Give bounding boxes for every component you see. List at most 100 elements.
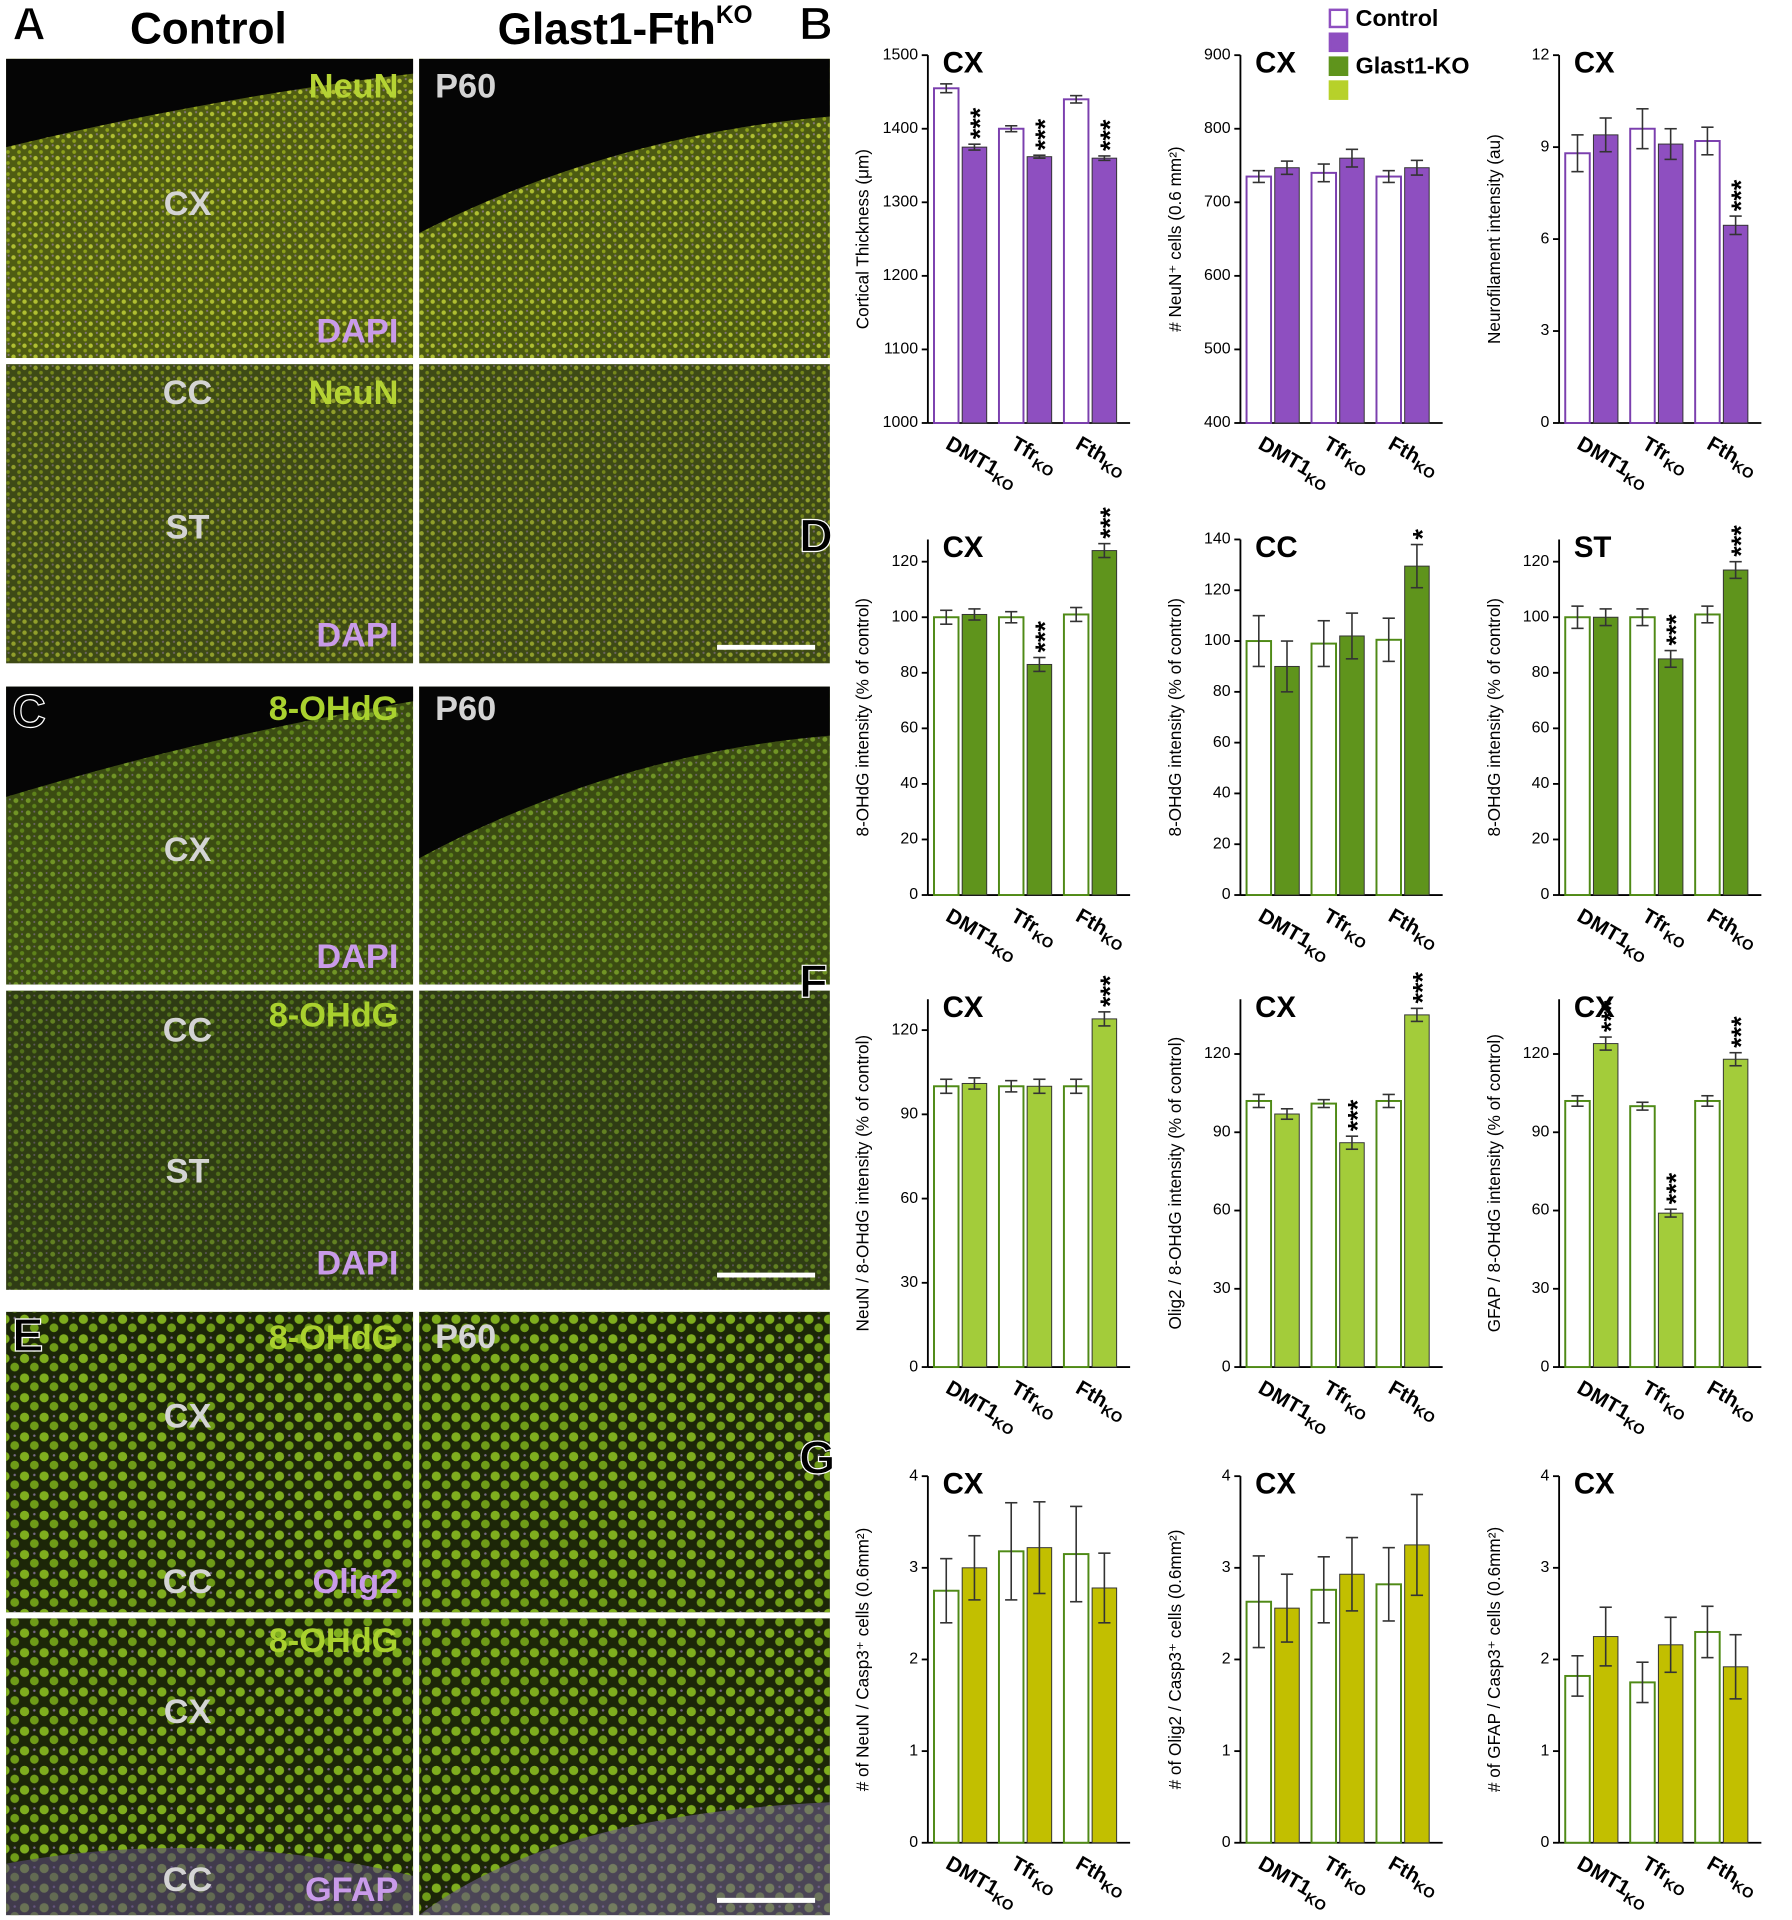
- y-tick-label: 0: [1540, 886, 1549, 903]
- legend-swatch: [1328, 80, 1349, 100]
- bar: [1026, 156, 1053, 424]
- chart-title: CX: [1255, 1468, 1296, 1501]
- image-label: Olig2: [313, 1563, 399, 1601]
- error-bar: [1636, 1101, 1649, 1111]
- image-texture: [6, 990, 414, 1290]
- x-tick-label: DMT1KO: [1252, 432, 1334, 495]
- bar: [1694, 1630, 1721, 1844]
- error-bar: [1280, 160, 1294, 176]
- image-label: 8-OHdG: [269, 997, 399, 1035]
- legend-swatch: [1328, 56, 1349, 77]
- bar: [1564, 1099, 1591, 1369]
- category-name: DMT1: [942, 432, 1003, 480]
- y-tick-label: 30: [900, 1274, 918, 1291]
- image-label: CC: [163, 1861, 213, 1899]
- image-label: CC: [163, 374, 213, 412]
- bar: [1310, 642, 1338, 897]
- error-bar: [1599, 1606, 1612, 1667]
- error-bar: [1701, 1094, 1714, 1107]
- image-texture: [419, 990, 830, 1290]
- error-bar: [1345, 148, 1359, 168]
- bar: [997, 1085, 1025, 1369]
- image-label: CX: [164, 831, 212, 869]
- y-tick-label: 4: [909, 1467, 918, 1484]
- y-tick-label: 0: [1222, 1358, 1231, 1375]
- image-label: DAPI: [316, 1244, 398, 1282]
- error-bar: [1382, 617, 1395, 663]
- x-tick-label: TfrKO: [1636, 1852, 1693, 1901]
- error-bar: [1005, 610, 1018, 624]
- bar: [1062, 1085, 1090, 1369]
- chart: 0 30 60 90 120 CX NeuN / 8-OHdG intensity (% o…: [853, 975, 1131, 1439]
- error-bar: [940, 1557, 953, 1624]
- x-tick-label: FthKO: [1701, 1852, 1762, 1903]
- x-tick-label: TfrKO: [1005, 904, 1062, 953]
- image-label: P60: [435, 1318, 496, 1356]
- bar: [1274, 1113, 1300, 1368]
- bar: [1629, 616, 1656, 896]
- category-name: DMT1: [1255, 1376, 1316, 1424]
- bar: [1339, 157, 1365, 424]
- bar: [933, 1589, 960, 1844]
- x-tick-label: TfrKO: [1317, 904, 1374, 953]
- error-bar: [1729, 1633, 1742, 1700]
- y-tick-label: 4: [1540, 1467, 1549, 1484]
- bar: [1091, 1018, 1118, 1368]
- y-tick-label: 1: [1540, 1742, 1549, 1759]
- image-panel-c: [6, 686, 830, 1290]
- bar: [1274, 1607, 1300, 1844]
- error-bar: [1664, 649, 1677, 669]
- significance-label: ***: [965, 107, 995, 139]
- image-label: 8-OHdG: [269, 690, 399, 728]
- chart-title: CX: [1574, 991, 1615, 1024]
- x-tick-label: FthKO: [1070, 1852, 1131, 1903]
- y-tick-label: 60: [900, 720, 918, 737]
- bar: [1694, 140, 1721, 424]
- bar: [1245, 175, 1273, 424]
- error-bar: [1317, 163, 1330, 183]
- error-bar: [1664, 127, 1677, 161]
- image-panel-e: [6, 1311, 830, 1916]
- y-tick-label: 1400: [883, 120, 919, 137]
- image-background: [6, 58, 414, 148]
- significance-label: ***: [1407, 971, 1437, 1003]
- image-panel-a: [6, 58, 830, 664]
- error-bar: [1098, 1552, 1111, 1624]
- x-tick-label: DMT1KO: [1252, 1852, 1334, 1915]
- category-name: DMT1: [942, 1852, 1003, 1900]
- error-bar: [1410, 159, 1424, 176]
- bar: [1375, 1583, 1402, 1844]
- bar: [1339, 635, 1365, 896]
- chart: 0 20 40 60 80 100 120 140 CC 8-OHdG intensity (% …: [1165, 529, 1443, 967]
- y-axis-label: NeuN / 8-OHdG intensity (% of control): [853, 1035, 873, 1332]
- bar: [1722, 569, 1749, 896]
- error-bar: [1410, 543, 1424, 589]
- chart-title: CX: [1255, 991, 1296, 1024]
- error-bar: [1571, 1655, 1584, 1697]
- bar: [1564, 152, 1591, 424]
- error-bar: [1729, 560, 1742, 580]
- category-name: DMT1: [1573, 1852, 1634, 1900]
- y-tick-label: 40: [1213, 785, 1231, 802]
- error-bar: [1729, 215, 1742, 236]
- error-bar: [1701, 126, 1714, 156]
- bar: [1629, 127, 1656, 424]
- y-tick-label: 1500: [883, 46, 919, 63]
- error-bar: [1252, 1093, 1265, 1109]
- y-tick-label: 1: [909, 1742, 918, 1759]
- error-bar: [1252, 169, 1265, 184]
- y-tick-label: 3: [1222, 1559, 1231, 1576]
- legend-swatch: [1328, 32, 1349, 53]
- chart-title: CX: [1574, 47, 1615, 80]
- y-tick-label: 3: [909, 1559, 918, 1576]
- x-tick-label: TfrKO: [1636, 1376, 1693, 1425]
- y-tick-label: 800: [1204, 120, 1231, 137]
- category-name: DMT1: [942, 904, 1003, 952]
- bar: [1694, 1099, 1721, 1369]
- error-bar: [1005, 1501, 1018, 1601]
- error-bar: [1664, 1616, 1677, 1674]
- image-label: CC: [163, 1011, 213, 1049]
- error-bar: [1345, 1135, 1359, 1151]
- chart: 0 30 60 90 120 CX Olig2 / 8-OHdG intensity (% …: [1165, 971, 1443, 1439]
- bar: [1404, 167, 1430, 424]
